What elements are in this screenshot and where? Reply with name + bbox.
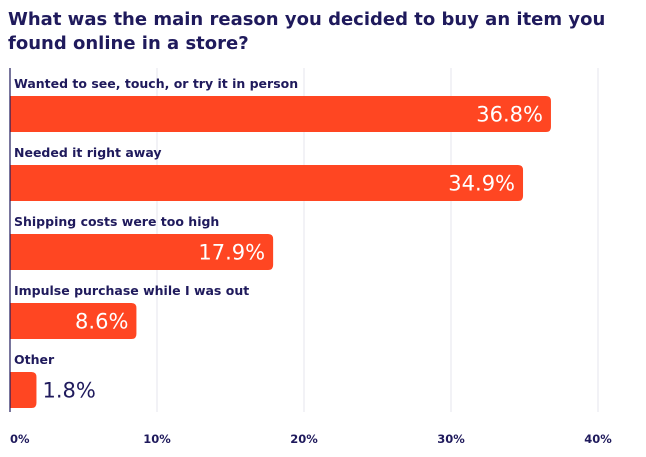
category-label: Wanted to see, touch, or try it in perso… [14, 76, 298, 91]
x-tick-label: 20% [290, 432, 318, 446]
category-label: Impulse purchase while I was out [14, 283, 249, 298]
value-label: 34.9% [448, 172, 515, 196]
bars: Wanted to see, touch, or try it in perso… [10, 76, 551, 408]
x-axis: 0% 10% 20% 30% 40% [9, 68, 612, 446]
x-tick-label: 30% [437, 432, 465, 446]
bar [10, 234, 274, 270]
chart-title: What was the main reason you decided to … [8, 9, 606, 54]
value-label: 17.9% [198, 241, 265, 265]
category-label: Shipping costs were too high [14, 214, 219, 229]
value-label: 8.6% [75, 310, 128, 334]
bar [10, 303, 137, 339]
value-label: 36.8% [476, 103, 543, 127]
category-label: Other [14, 352, 55, 367]
value-label: 1.8% [42, 379, 95, 403]
bar [10, 96, 551, 132]
x-tick-label: 40% [584, 432, 612, 446]
bar [10, 165, 524, 201]
bar [10, 372, 37, 408]
category-label: Needed it right away [14, 145, 162, 160]
x-tick-label: 10% [143, 432, 171, 446]
x-tick-label: 0% [10, 432, 30, 446]
